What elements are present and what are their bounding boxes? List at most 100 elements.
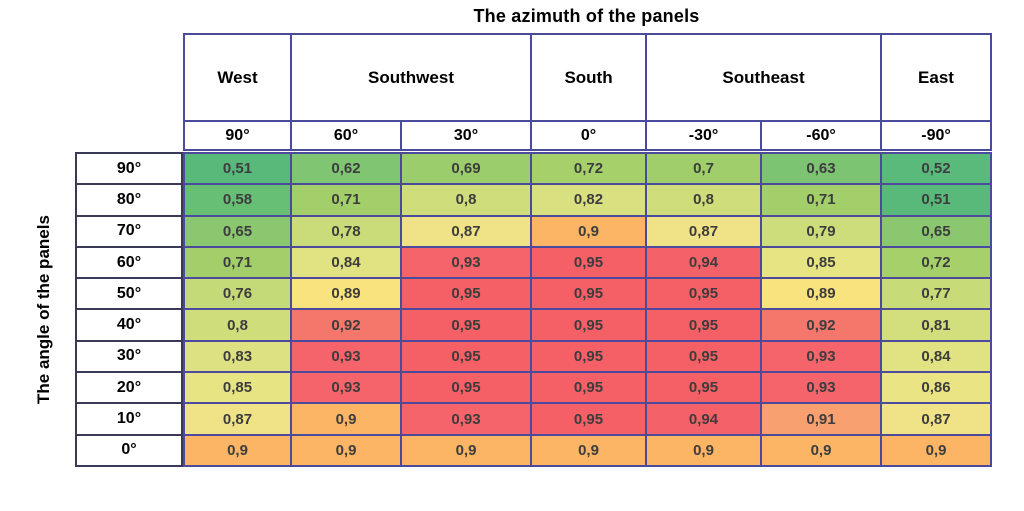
angle-row-header: 10° — [75, 402, 183, 436]
heatmap-cell: 0,95 — [400, 277, 532, 311]
table-row: 0,87 0,9 0,93 0,95 0,94 0,91 0,87 — [183, 402, 992, 436]
heatmap-cell: 0,9 — [290, 433, 402, 468]
heatmap-cell: 0,65 — [880, 214, 992, 248]
azimuth-group-southwest: Southwest — [289, 33, 533, 122]
table-row: 0,76 0,89 0,95 0,95 0,95 0,89 0,77 — [183, 277, 992, 311]
angle-header-row: 30° — [75, 339, 183, 374]
heatmap-cell: 0,85 — [183, 371, 292, 405]
azimuth-degree-header: 0° — [530, 120, 648, 151]
heatmap-cell: 0,52 — [880, 151, 992, 186]
angle-row-header: 60° — [75, 245, 183, 280]
heatmap-cell: 0,87 — [183, 402, 292, 436]
angle-header-row: 0° — [75, 433, 183, 468]
azimuth-group-west: West — [183, 33, 292, 122]
heatmap-cell: 0,91 — [760, 402, 882, 436]
heatmap-cell: 0,63 — [760, 151, 882, 186]
heatmap-cell: 0,62 — [290, 151, 402, 186]
azimuth-degree-header: 60° — [290, 120, 402, 151]
heatmap-cell: 0,72 — [530, 151, 647, 186]
angle-header-row: 10° — [75, 402, 183, 436]
heatmap-cell: 0,82 — [530, 183, 647, 217]
azimuth-degree-header: 30° — [399, 120, 533, 151]
heatmap-cell: 0,95 — [530, 308, 647, 342]
heatmap-cell: 0,87 — [400, 214, 532, 248]
heatmap-cell: 0,77 — [880, 277, 992, 311]
table-row: 0,71 0,84 0,93 0,95 0,94 0,85 0,72 — [183, 245, 992, 280]
heatmap-cell: 0,79 — [760, 214, 882, 248]
heatmap-cell: 0,95 — [400, 371, 532, 405]
heatmap-cell: 0,9 — [645, 433, 762, 468]
heatmap-cell: 0,76 — [183, 277, 292, 311]
table-row: 0,58 0,71 0,8 0,82 0,8 0,71 0,51 — [183, 183, 992, 217]
heatmap-cell: 0,9 — [290, 402, 402, 436]
heatmap-cell: 0,8 — [183, 308, 292, 342]
angle-row-header: 40° — [75, 308, 183, 342]
heatmap-cell: 0,95 — [400, 308, 532, 342]
heatmap-cell: 0,93 — [400, 245, 532, 280]
angle-row-header: 0° — [75, 433, 183, 468]
heatmap-cell: 0,94 — [645, 245, 762, 280]
angle-header-row: 60° — [75, 245, 183, 280]
table-row: 0,65 0,78 0,87 0,9 0,87 0,79 0,65 — [183, 214, 992, 248]
heatmap-cell: 0,95 — [400, 339, 532, 374]
heatmap-cell: 0,69 — [400, 151, 532, 186]
angle-row-header: 90° — [75, 151, 183, 186]
heatmap-cell: 0,65 — [183, 214, 292, 248]
heatmap-cell: 0,78 — [290, 214, 402, 248]
heatmap-cell: 0,9 — [183, 433, 292, 468]
heatmap-cell: 0,51 — [183, 151, 292, 186]
heatmap-cell: 0,95 — [530, 371, 647, 405]
heatmap-cell: 0,94 — [645, 402, 762, 436]
heatmap-cell: 0,92 — [760, 308, 882, 342]
heatmap-cell: 0,86 — [880, 371, 992, 405]
heatmap-cell: 0,8 — [400, 183, 532, 217]
angle-header-row: 90° — [75, 151, 183, 186]
chart-title: The azimuth of the panels — [473, 6, 700, 26]
heatmap-cell: 0,72 — [880, 245, 992, 280]
azimuth-header-table: West Southwest South Southeast East 90° 60° 30… — [183, 33, 993, 151]
y-axis-label: The angle of the panels — [34, 215, 53, 404]
heatmap-cell: 0,71 — [183, 245, 292, 280]
angle-header-row: 80° — [75, 183, 183, 217]
heatmap-cell: 0,95 — [645, 308, 762, 342]
angle-header-row: 70° — [75, 214, 183, 248]
heatmap-cell: 0,89 — [760, 277, 882, 311]
heatmap-cell: 0,93 — [400, 402, 532, 436]
azimuth-degree-row: 90° 60° 30° 0° -30° -60° -90° — [183, 120, 993, 151]
heatmap-cell: 0,51 — [880, 183, 992, 217]
angle-row-header: 30° — [75, 339, 183, 374]
table-row: 0,85 0,93 0,95 0,95 0,95 0,93 0,86 — [183, 371, 992, 405]
heatmap-data-table: 0,51 0,62 0,69 0,72 0,7 0,63 0,52 0,58 0,71 0,8 0,… — [183, 151, 992, 468]
heatmap-cell: 0,71 — [760, 183, 882, 217]
heatmap-cell: 0,9 — [530, 214, 647, 248]
heatmap-cell: 0,92 — [290, 308, 402, 342]
heatmap-cell: 0,8 — [645, 183, 762, 217]
azimuth-degree-header: -60° — [760, 120, 883, 151]
heatmap-cell: 0,84 — [880, 339, 992, 374]
heatmap-cell: 0,95 — [530, 402, 647, 436]
table-row: 0,9 0,9 0,9 0,9 0,9 0,9 0,9 — [183, 433, 992, 468]
heatmap-cell: 0,95 — [530, 339, 647, 374]
heatmap-cell: 0,71 — [290, 183, 402, 217]
heatmap-cell: 0,95 — [645, 339, 762, 374]
azimuth-group-southeast: Southeast — [645, 33, 883, 122]
angle-row-header: 70° — [75, 214, 183, 248]
heatmap-cell: 0,93 — [760, 371, 882, 405]
table-row: 0,83 0,93 0,95 0,95 0,95 0,93 0,84 — [183, 339, 992, 374]
heatmap-cell: 0,93 — [290, 339, 402, 374]
heatmap-cell: 0,85 — [760, 245, 882, 280]
angle-row-header: 80° — [75, 183, 183, 217]
heatmap-cell: 0,9 — [880, 433, 992, 468]
angle-row-header: 20° — [75, 371, 183, 405]
angle-header-row: 20° — [75, 371, 183, 405]
azimuth-group-east: East — [880, 33, 993, 122]
angle-header-row: 50° — [75, 277, 183, 311]
heatmap-cell: 0,89 — [290, 277, 402, 311]
heatmap-cell: 0,93 — [760, 339, 882, 374]
angle-row-header: 50° — [75, 277, 183, 311]
azimuth-degree-header: 90° — [183, 120, 292, 151]
azimuth-direction-row: West Southwest South Southeast East — [183, 33, 993, 122]
heatmap-cell: 0,95 — [645, 371, 762, 405]
heatmap-cell: 0,95 — [530, 245, 647, 280]
